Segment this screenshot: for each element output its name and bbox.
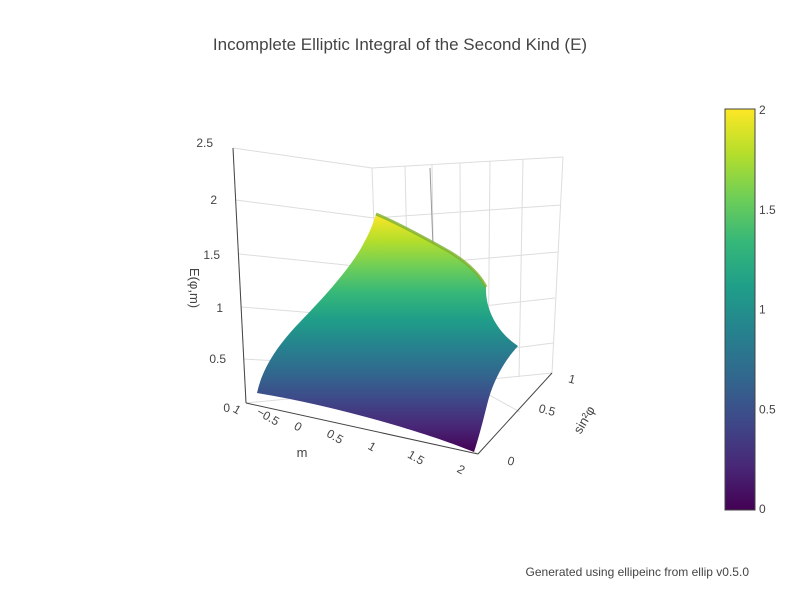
z-tick-label: 0.5 [209,352,226,366]
colorbar-tick-label: 0.5 [759,402,776,416]
y-axis-title: sin²φ [570,403,598,436]
z-edge-line [429,167,434,247]
y-tick-label: 1 [567,372,577,387]
x-tick-label: 1 [231,402,244,418]
grid-line [371,156,564,169]
z-axis-line [232,147,247,404]
surface-ridge [375,212,488,288]
z-tick-label: 2 [210,193,217,207]
x-axis-line [245,402,479,455]
x-tick-label: 0.5 [324,426,346,447]
chart-title: Incomplete Elliptic Integral of the Seco… [213,35,587,54]
colorbar-tick-label: 1 [759,303,766,317]
colorbar-bar [724,108,756,511]
x-tick-label: −0.5 [254,405,282,429]
grid-line [235,199,375,219]
x-tick-label: 2 [455,462,468,478]
z-tick-label: 1 [216,301,223,315]
grid-line [551,156,564,374]
y-tick-label: 0 [506,454,516,469]
y-tick-labels: 00.51 [506,372,577,469]
grid-line [518,158,524,378]
z-tick-label: 0 [223,401,230,415]
surface-plot [257,214,518,452]
x-axis-title: m [297,445,308,460]
y-axis-line [477,372,553,455]
footnote: Generated using ellipeinc from ellip v0.… [526,565,750,579]
colorbar-tick-label: 0 [759,502,766,516]
grid-line [373,204,562,219]
z-axis-title: E(φ,m) [187,268,202,308]
grid-line [232,147,373,169]
z-tick-labels: 0 0.5 1 1.5 2 2.5 [196,136,230,415]
x-tick-label: 1 [366,439,379,455]
colorbar-tick-label: 1.5 [759,203,776,217]
y-tick-label: 0.5 [537,401,557,419]
colorbar-tick-labels: 0 0.5 1 1.5 2 [759,103,776,516]
z-tick-label: 2.5 [196,136,213,150]
colorbar-tick-label: 2 [759,103,766,117]
x-tick-label: 1.5 [405,447,427,468]
x-tick-label: 0 [292,419,305,435]
colorbar: 0 0.5 1 1.5 2 [724,103,776,516]
z-tick-label: 1.5 [203,248,220,262]
